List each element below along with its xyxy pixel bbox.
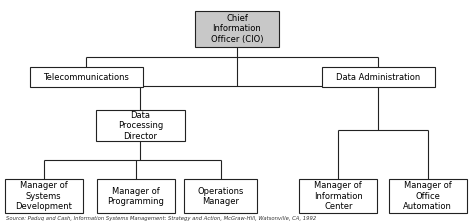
FancyBboxPatch shape	[184, 179, 257, 213]
Text: Data
Processing
Director: Data Processing Director	[118, 111, 163, 141]
Text: Manager of
Office
Automation: Manager of Office Automation	[403, 181, 452, 211]
FancyBboxPatch shape	[30, 67, 143, 87]
FancyBboxPatch shape	[389, 179, 467, 213]
Text: Chief
Information
Officer (CIO): Chief Information Officer (CIO)	[211, 14, 263, 44]
Text: Operations
Manager: Operations Manager	[197, 187, 244, 206]
FancyBboxPatch shape	[195, 11, 279, 47]
Text: Manager of
Information
Center: Manager of Information Center	[314, 181, 363, 211]
Text: Manager of
Programming: Manager of Programming	[107, 187, 164, 206]
FancyBboxPatch shape	[322, 67, 435, 87]
FancyBboxPatch shape	[96, 110, 185, 141]
Text: Data Administration: Data Administration	[336, 73, 420, 82]
FancyBboxPatch shape	[300, 179, 377, 213]
Text: Telecommunications: Telecommunications	[43, 73, 129, 82]
Text: Source: Paduq and Cash, Information Systems Management: Strategy and Action, McG: Source: Paduq and Cash, Information Syst…	[6, 215, 316, 221]
FancyBboxPatch shape	[97, 179, 174, 213]
Text: Manager of
Systems
Development: Manager of Systems Development	[15, 181, 72, 211]
FancyBboxPatch shape	[5, 179, 82, 213]
